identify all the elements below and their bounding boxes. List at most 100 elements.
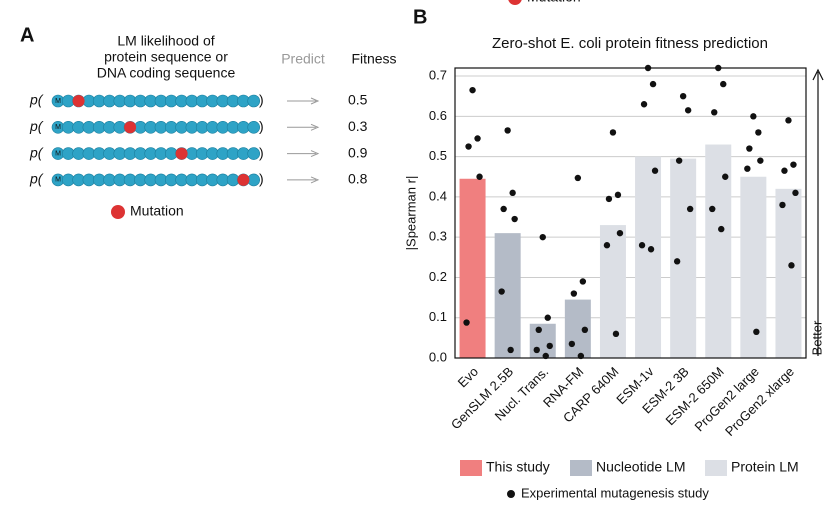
x-tick-label: Evo <box>455 364 481 390</box>
point <box>544 314 551 321</box>
point <box>644 64 652 72</box>
point <box>542 352 549 360</box>
y-tick-label: 0.5 <box>429 148 447 163</box>
clipped-legend: Mutation <box>527 0 581 5</box>
prefix: p( <box>29 144 44 160</box>
point <box>474 135 481 142</box>
point <box>581 326 589 334</box>
point <box>722 173 729 180</box>
y-tick-label: 0.6 <box>429 108 447 123</box>
point <box>616 229 624 237</box>
y-tick-label: 0.0 <box>429 349 447 364</box>
legend-label: Nucleotide LM <box>596 459 686 475</box>
point <box>603 242 611 249</box>
point <box>579 278 587 285</box>
mutation-legend-dot <box>111 205 125 219</box>
point <box>609 129 617 136</box>
predict-arrow-head <box>310 97 320 105</box>
point <box>574 174 582 182</box>
point <box>568 340 576 348</box>
point <box>535 326 542 334</box>
point <box>469 86 476 94</box>
y-tick-label: 0.1 <box>429 309 447 324</box>
legend-swatch <box>570 460 592 476</box>
point <box>744 165 751 172</box>
point <box>570 290 578 297</box>
bead-label: M <box>55 124 61 131</box>
point <box>753 328 760 336</box>
point <box>507 346 514 354</box>
panel-label: A <box>20 24 34 46</box>
mutation-bead <box>175 147 188 160</box>
point <box>638 242 646 249</box>
point <box>720 80 727 88</box>
point <box>715 64 722 72</box>
point <box>718 225 725 233</box>
point <box>746 145 753 152</box>
suffix: ) <box>259 144 264 160</box>
bar <box>459 178 486 358</box>
point <box>500 205 507 213</box>
prefix: p( <box>29 118 44 134</box>
y-tick-label: 0.7 <box>429 67 447 82</box>
clipped-legend-dot <box>508 0 522 5</box>
panel-a-title: DNA coding sequence <box>97 65 236 81</box>
point <box>463 319 470 326</box>
point <box>647 246 655 253</box>
legend-swatch <box>460 460 482 476</box>
better-label: Better <box>809 320 824 355</box>
y-tick-label: 0.4 <box>429 188 447 203</box>
bead-label: M <box>55 150 61 157</box>
panel-a-title: protein sequence or <box>104 49 228 65</box>
bead <box>247 121 260 134</box>
point <box>533 346 540 354</box>
y-tick-label: 0.2 <box>429 269 447 284</box>
predict-header: Predict <box>281 51 325 67</box>
better-arrow-head <box>812 68 824 81</box>
panel-a-title: LM likelihood of <box>117 33 214 49</box>
point <box>465 143 472 150</box>
point <box>640 101 648 108</box>
legend-swatch <box>705 460 727 476</box>
fitness-value: 0.9 <box>348 144 368 160</box>
y-tick-label: 0.3 <box>429 229 447 244</box>
legend-label: Experimental mutagenesis study <box>521 485 709 500</box>
point <box>711 109 718 116</box>
bar <box>529 323 556 358</box>
point <box>605 195 613 203</box>
point <box>750 113 757 120</box>
bar <box>775 188 802 358</box>
point <box>649 80 657 88</box>
suffix: ) <box>259 118 264 134</box>
fitness-value: 0.5 <box>348 92 368 108</box>
y-axis-label: |Spearman r| <box>403 176 418 251</box>
point <box>577 352 585 360</box>
point <box>675 157 683 164</box>
bead-label: M <box>55 177 61 184</box>
mutation-bead <box>124 121 137 134</box>
prefix: p( <box>29 171 44 187</box>
point <box>686 205 694 213</box>
legend-label: Protein LM <box>731 459 799 475</box>
point <box>511 215 518 223</box>
point <box>476 173 483 180</box>
point <box>792 189 799 197</box>
bar <box>494 233 521 358</box>
point <box>539 233 546 241</box>
point <box>790 161 797 168</box>
fitness-value: 0.8 <box>348 171 368 187</box>
bead <box>247 173 260 187</box>
point <box>755 129 762 136</box>
point <box>504 127 511 134</box>
bead-label: M <box>55 98 61 105</box>
suffix: ) <box>259 171 264 187</box>
predict-arrow-head <box>310 123 320 131</box>
point <box>498 288 505 295</box>
legend-label: This study <box>486 459 550 475</box>
point <box>546 342 553 350</box>
point <box>788 262 795 269</box>
point <box>709 205 716 213</box>
legend-point <box>507 490 515 498</box>
chart-title: Zero-shot E. coli protein fitness predic… <box>492 35 768 52</box>
point <box>673 258 681 265</box>
